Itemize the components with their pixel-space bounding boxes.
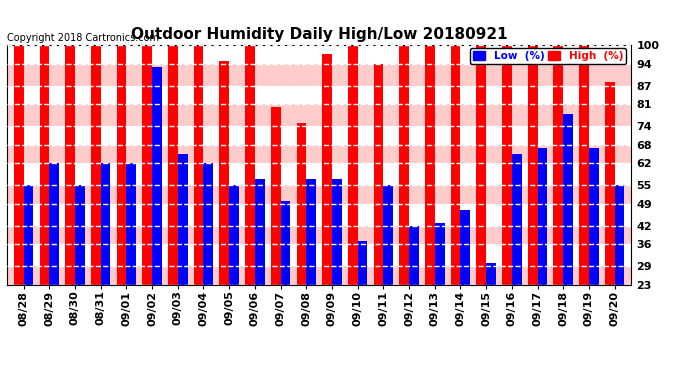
Bar bbox=[7, 266, 631, 285]
Bar bbox=[357, 242, 368, 285]
Bar bbox=[435, 223, 444, 285]
Bar bbox=[66, 45, 75, 285]
Bar bbox=[101, 164, 110, 285]
Bar bbox=[7, 185, 631, 204]
Bar bbox=[126, 164, 136, 285]
Bar bbox=[7, 126, 631, 145]
Bar bbox=[7, 204, 631, 226]
Bar bbox=[553, 45, 563, 285]
Bar bbox=[306, 179, 316, 285]
Bar bbox=[538, 148, 547, 285]
Bar bbox=[409, 226, 419, 285]
Bar bbox=[229, 185, 239, 285]
Text: Copyright 2018 Cartronics.com: Copyright 2018 Cartronics.com bbox=[7, 33, 159, 43]
Bar bbox=[23, 185, 33, 285]
Bar bbox=[579, 45, 589, 285]
Bar bbox=[322, 54, 332, 285]
Bar bbox=[39, 45, 49, 285]
Bar bbox=[512, 154, 522, 285]
Bar bbox=[7, 86, 631, 104]
Bar bbox=[400, 45, 409, 285]
Legend: Low  (%), High  (%): Low (%), High (%) bbox=[470, 48, 626, 64]
Bar bbox=[91, 45, 101, 285]
Bar bbox=[281, 201, 290, 285]
Bar bbox=[502, 45, 512, 285]
Bar bbox=[117, 45, 126, 285]
Bar bbox=[563, 114, 573, 285]
Bar bbox=[7, 64, 631, 86]
Bar bbox=[373, 64, 384, 285]
Bar bbox=[194, 45, 204, 285]
Title: Outdoor Humidity Daily High/Low 20180921: Outdoor Humidity Daily High/Low 20180921 bbox=[131, 27, 507, 42]
Bar bbox=[75, 185, 85, 285]
Bar bbox=[528, 45, 538, 285]
Bar bbox=[49, 164, 59, 285]
Bar bbox=[219, 61, 229, 285]
Bar bbox=[152, 67, 162, 285]
Bar bbox=[589, 148, 599, 285]
Bar bbox=[7, 104, 631, 126]
Bar bbox=[348, 45, 357, 285]
Bar bbox=[297, 123, 306, 285]
Bar bbox=[7, 164, 631, 185]
Bar bbox=[7, 45, 631, 64]
Bar bbox=[168, 45, 178, 285]
Bar bbox=[7, 244, 631, 266]
Bar bbox=[245, 45, 255, 285]
Bar bbox=[142, 45, 152, 285]
Bar bbox=[270, 107, 281, 285]
Bar bbox=[451, 45, 460, 285]
Bar bbox=[425, 45, 435, 285]
Bar bbox=[384, 185, 393, 285]
Bar bbox=[255, 179, 265, 285]
Bar bbox=[460, 210, 470, 285]
Bar bbox=[14, 45, 23, 285]
Bar bbox=[204, 164, 213, 285]
Bar bbox=[7, 226, 631, 245]
Bar bbox=[605, 82, 615, 285]
Bar bbox=[615, 185, 624, 285]
Bar bbox=[476, 45, 486, 285]
Bar bbox=[332, 179, 342, 285]
Bar bbox=[178, 154, 188, 285]
Bar bbox=[7, 145, 631, 164]
Bar bbox=[486, 263, 496, 285]
